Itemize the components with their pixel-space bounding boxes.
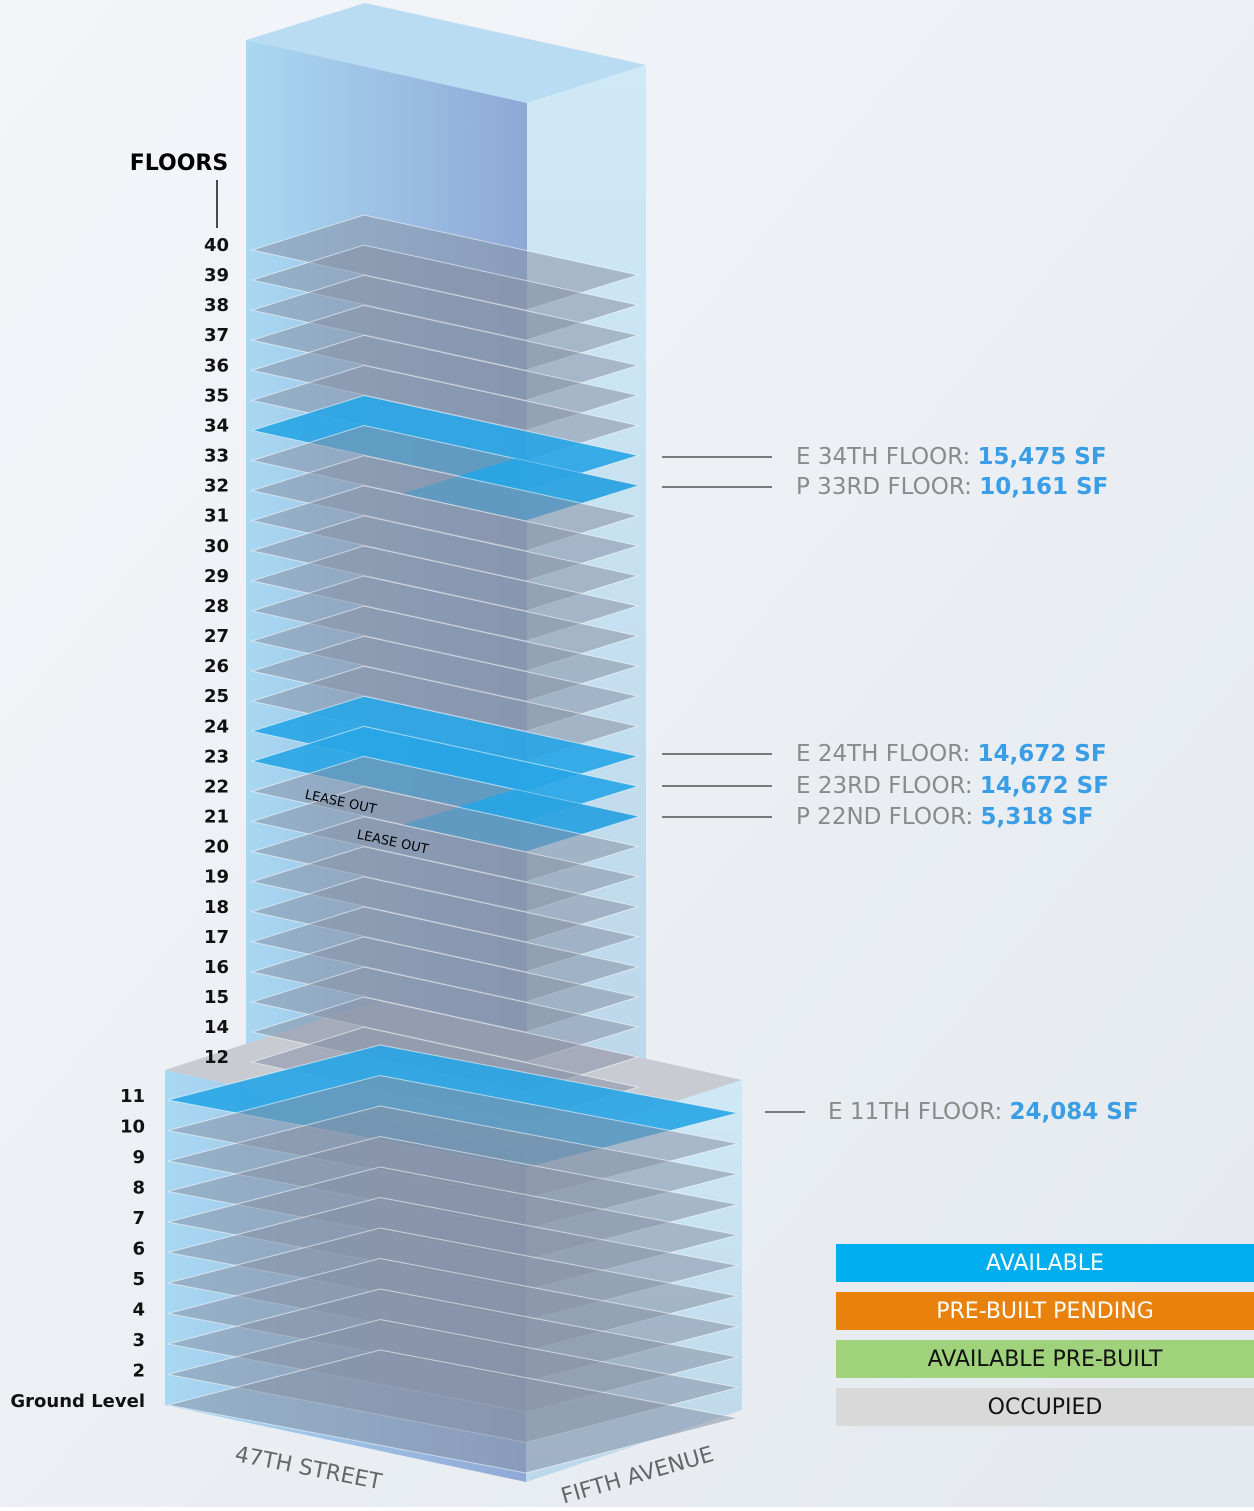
callout-label: P 22ND FLOOR: <box>796 804 973 830</box>
callout-label: E 23RD FLOOR: <box>796 773 973 799</box>
legend-label: AVAILABLE <box>986 1251 1104 1276</box>
callout: E 34TH FLOOR: 15,475 SF <box>796 444 1107 470</box>
floor-label: 18 <box>204 897 229 918</box>
legend-label: AVAILABLE PRE-BUILT <box>928 1347 1163 1372</box>
callout-area: 5,318 SF <box>980 804 1093 830</box>
floor-label: 29 <box>204 566 229 587</box>
floor-label: 24 <box>204 716 229 737</box>
callout: P 22ND FLOOR: 5,318 SF <box>796 804 1094 830</box>
floor-label: 33 <box>204 446 229 467</box>
floor-label: 4 <box>132 1300 145 1321</box>
floor-label: 21 <box>204 807 229 828</box>
callout-area: 14,672 SF <box>978 741 1107 767</box>
legend-label: OCCUPIED <box>988 1395 1103 1420</box>
callout: P 33RD FLOOR: 10,161 SF <box>796 474 1108 500</box>
floor-label: 9 <box>132 1147 145 1168</box>
callout: E 24TH FLOOR: 14,672 SF <box>796 741 1107 767</box>
floor-label: 23 <box>204 746 229 767</box>
stacking-plan: FLOORS LEASE OUT LEASE OUT 47TH STREET F… <box>0 0 1254 1507</box>
floor-label: 19 <box>204 867 229 888</box>
floors-title: FLOORS <box>130 151 228 176</box>
callout: E 23RD FLOOR: 14,672 SF <box>796 773 1109 799</box>
floor-label: 20 <box>204 837 229 858</box>
legend-label: PRE-BUILT PENDING <box>936 1299 1154 1324</box>
floor-label: 37 <box>204 325 229 346</box>
floor-label: 14 <box>204 1017 229 1038</box>
floor-label: 39 <box>204 265 229 286</box>
floor-label: 11 <box>120 1086 145 1107</box>
callout-label: E 24TH FLOOR: <box>796 741 970 767</box>
floor-label: 35 <box>204 385 229 406</box>
callout-label: E 34TH FLOOR: <box>796 444 970 470</box>
floor-label: 26 <box>204 656 229 677</box>
floor-label: 25 <box>204 686 229 707</box>
floor-label: 16 <box>204 957 229 978</box>
floor-label: Ground Level <box>10 1391 145 1412</box>
callout-area: 24,084 SF <box>1010 1099 1139 1125</box>
callout-label: E 11TH FLOOR: <box>828 1099 1002 1125</box>
floor-label: 6 <box>132 1239 145 1260</box>
floor-label: 38 <box>204 295 229 316</box>
floor-label: 32 <box>204 476 229 497</box>
floor-label: 22 <box>204 776 229 797</box>
floor-label: 12 <box>204 1047 229 1068</box>
floor-label: 7 <box>132 1208 145 1229</box>
floor-label: 15 <box>204 987 229 1008</box>
floor-label: 40 <box>204 235 229 256</box>
floor-label: 36 <box>204 355 229 376</box>
floor-label: 30 <box>204 536 229 557</box>
callout-label: P 33RD FLOOR: <box>796 474 972 500</box>
floor-label: 8 <box>132 1178 145 1199</box>
callout: E 11TH FLOOR: 24,084 SF <box>828 1099 1139 1125</box>
floor-label: 10 <box>120 1117 145 1138</box>
callout-area: 10,161 SF <box>979 474 1108 500</box>
floor-label: 17 <box>204 927 229 948</box>
callout-area: 15,475 SF <box>978 444 1107 470</box>
floor-label: 28 <box>204 596 229 617</box>
callout-area: 14,672 SF <box>980 773 1109 799</box>
floor-label: 3 <box>132 1330 145 1351</box>
floor-label: 34 <box>204 415 229 436</box>
floor-label: 31 <box>204 506 229 527</box>
floor-label: 2 <box>132 1361 145 1382</box>
floor-label: 27 <box>204 626 229 647</box>
floor-label: 5 <box>132 1269 145 1290</box>
